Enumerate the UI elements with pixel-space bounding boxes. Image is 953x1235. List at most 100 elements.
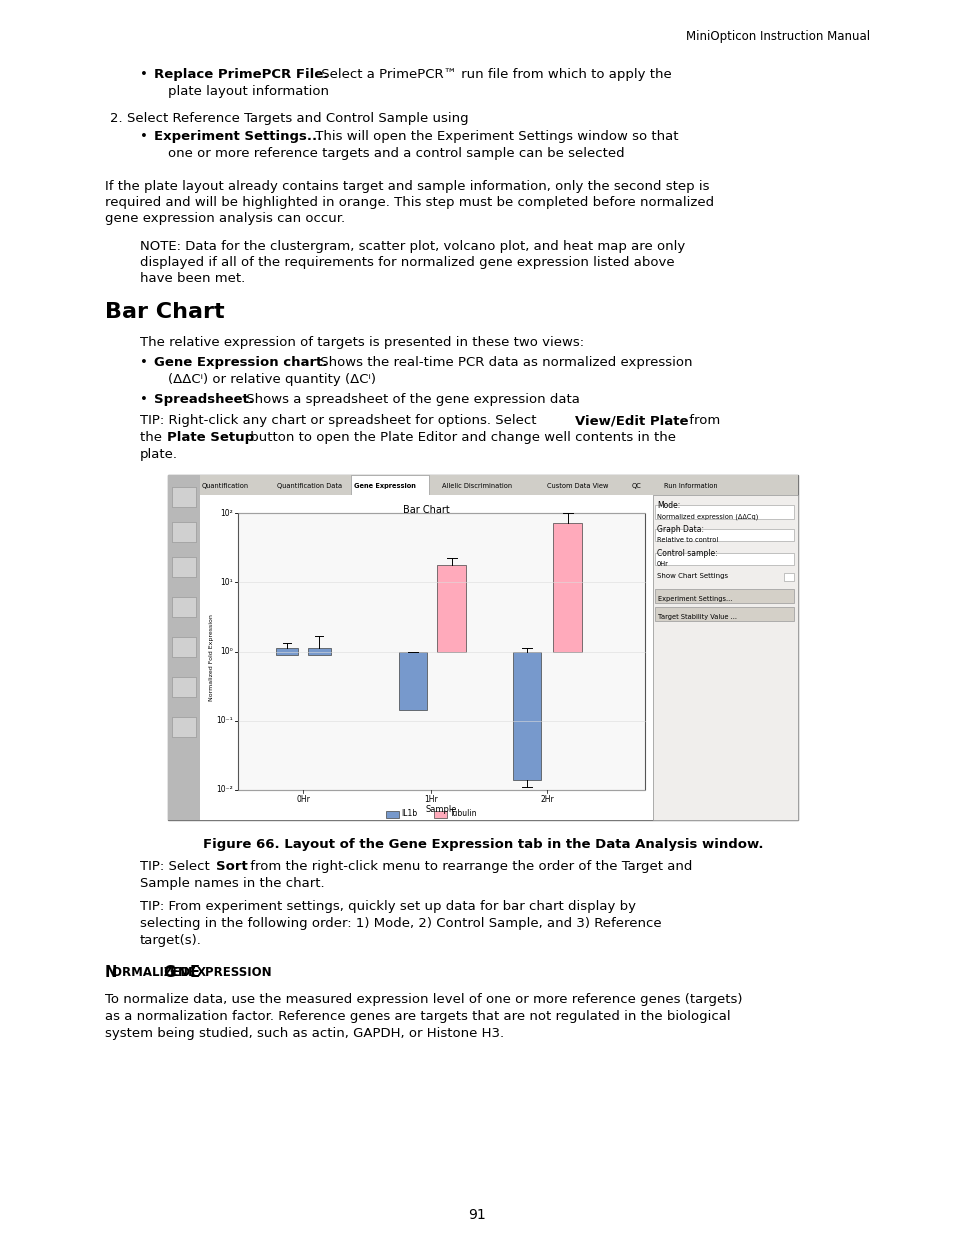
Text: the: the bbox=[140, 431, 166, 445]
Text: plate layout information: plate layout information bbox=[168, 85, 329, 98]
Text: TIP: From experiment settings, quickly set up data for bar chart display by: TIP: From experiment settings, quickly s… bbox=[140, 900, 636, 913]
Text: •: • bbox=[140, 393, 148, 406]
Text: Allelic Discrimination: Allelic Discrimination bbox=[441, 483, 512, 489]
Text: selecting in the following order: 1) Mode, 2) Control Sample, and 3) Reference: selecting in the following order: 1) Mod… bbox=[140, 918, 661, 930]
Text: Custom Data View: Custom Data View bbox=[546, 483, 608, 489]
Text: Plate Setup: Plate Setup bbox=[167, 431, 253, 445]
Text: have been met.: have been met. bbox=[140, 272, 245, 285]
Bar bbox=[783, 573, 793, 580]
Text: NOTE: Data for the clustergram, scatter plot, volcano plot, and heat map are onl: NOTE: Data for the clustergram, scatter … bbox=[140, 240, 684, 253]
Text: Quantification Data: Quantification Data bbox=[276, 483, 342, 489]
Text: G: G bbox=[163, 965, 174, 981]
Text: 0Hr: 0Hr bbox=[295, 795, 310, 804]
Text: gene expression analysis can occur.: gene expression analysis can occur. bbox=[105, 212, 345, 225]
Text: from the right-click menu to rearrange the order of the Target and: from the right-click menu to rearrange t… bbox=[246, 860, 692, 873]
Text: XPRESSION: XPRESSION bbox=[196, 967, 273, 979]
Bar bbox=[437, 564, 465, 652]
Text: QC: QC bbox=[631, 483, 641, 489]
Text: Sort: Sort bbox=[215, 860, 248, 873]
Text: Sample names in the chart.: Sample names in the chart. bbox=[140, 877, 324, 890]
Text: one or more reference targets and a control sample can be selected: one or more reference targets and a cont… bbox=[168, 147, 624, 161]
Text: Sample: Sample bbox=[425, 805, 456, 814]
Bar bbox=[172, 637, 195, 657]
Text: 91: 91 bbox=[468, 1208, 485, 1221]
Text: Bar Chart: Bar Chart bbox=[403, 505, 450, 515]
Text: 2Hr: 2Hr bbox=[540, 795, 554, 804]
Text: displayed if all of the requirements for normalized gene expression listed above: displayed if all of the requirements for… bbox=[140, 256, 674, 269]
Text: To normalize data, use the measured expression level of one or more reference ge: To normalize data, use the measured expr… bbox=[105, 993, 741, 1007]
Text: Shows a spreadsheet of the gene expression data: Shows a spreadsheet of the gene expressi… bbox=[242, 393, 579, 406]
Bar bbox=[172, 557, 195, 577]
Text: Shows the real-time PCR data as normalized expression: Shows the real-time PCR data as normaliz… bbox=[315, 356, 692, 369]
Text: If the plate layout already contains target and sample information, only the sec: If the plate layout already contains tar… bbox=[105, 180, 709, 193]
Bar bbox=[172, 522, 195, 542]
Text: Mode:: Mode: bbox=[657, 501, 679, 510]
Bar bbox=[386, 811, 399, 818]
Bar bbox=[512, 652, 540, 779]
Bar bbox=[172, 487, 195, 508]
Text: button to open the Plate Editor and change well contents in the: button to open the Plate Editor and chan… bbox=[246, 431, 676, 445]
Bar bbox=[275, 648, 297, 655]
Text: Quantification: Quantification bbox=[202, 483, 249, 489]
Text: MiniOpticon Instruction Manual: MiniOpticon Instruction Manual bbox=[685, 30, 869, 43]
Bar bbox=[200, 495, 652, 820]
Bar bbox=[172, 597, 195, 618]
Text: TIP: Right-click any chart or spreadsheet for options. Select: TIP: Right-click any chart or spreadshee… bbox=[140, 414, 540, 427]
Bar bbox=[652, 495, 797, 820]
Text: Experiment Settings...: Experiment Settings... bbox=[153, 130, 322, 143]
Text: Control sample:: Control sample: bbox=[657, 550, 717, 558]
Bar bbox=[655, 589, 793, 603]
Text: Gene Expression: Gene Expression bbox=[354, 483, 416, 489]
Text: •: • bbox=[140, 130, 148, 143]
Text: Replace PrimePCR File.: Replace PrimePCR File. bbox=[153, 68, 328, 82]
Text: required and will be highlighted in orange. This step must be completed before n: required and will be highlighted in oran… bbox=[105, 196, 714, 209]
Text: Relative to control: Relative to control bbox=[657, 537, 718, 543]
Text: IL1b: IL1b bbox=[401, 809, 417, 819]
Text: 10¹: 10¹ bbox=[220, 578, 233, 587]
Bar bbox=[172, 718, 195, 737]
Bar bbox=[655, 553, 793, 564]
Text: Bar Chart: Bar Chart bbox=[105, 303, 224, 322]
Text: E: E bbox=[190, 965, 200, 981]
Text: 10⁻²: 10⁻² bbox=[216, 785, 233, 794]
Text: as a normalization factor. Reference genes are targets that are not regulated in: as a normalization factor. Reference gen… bbox=[105, 1010, 730, 1023]
Text: Figure 66. Layout of the Gene Expression tab in the Data Analysis window.: Figure 66. Layout of the Gene Expression… bbox=[203, 839, 762, 851]
Bar bbox=[168, 475, 200, 820]
Bar bbox=[308, 648, 331, 655]
Text: 10²: 10² bbox=[220, 509, 233, 517]
Bar bbox=[172, 677, 195, 697]
Text: Normalized expression (ΔΔCq): Normalized expression (ΔΔCq) bbox=[657, 514, 758, 520]
Text: Target Stability Value ...: Target Stability Value ... bbox=[658, 614, 737, 620]
Text: Tubulin: Tubulin bbox=[449, 809, 476, 819]
Text: ORMALIZED: ORMALIZED bbox=[112, 967, 193, 979]
Text: system being studied, such as actin, GAPDH, or Histone H3.: system being studied, such as actin, GAP… bbox=[105, 1028, 503, 1040]
Text: from: from bbox=[684, 414, 720, 427]
Text: ENE: ENE bbox=[170, 967, 199, 979]
Text: plate.: plate. bbox=[140, 448, 178, 461]
Text: Gene Expression chart.: Gene Expression chart. bbox=[153, 356, 327, 369]
Text: •: • bbox=[140, 356, 148, 369]
Text: TIP: Select: TIP: Select bbox=[140, 860, 213, 873]
Text: Spreadsheet.: Spreadsheet. bbox=[153, 393, 253, 406]
Text: View/Edit Plate: View/Edit Plate bbox=[575, 414, 688, 427]
Text: The relative expression of targets is presented in these two views:: The relative expression of targets is pr… bbox=[140, 336, 583, 350]
Bar bbox=[168, 475, 797, 820]
Text: Normalized Fold Expression: Normalized Fold Expression bbox=[210, 614, 214, 701]
Text: Run Information: Run Information bbox=[663, 483, 717, 489]
Bar bbox=[398, 652, 427, 710]
Bar bbox=[200, 475, 797, 495]
Text: (ΔΔCⁱ) or relative quantity (ΔCⁱ): (ΔΔCⁱ) or relative quantity (ΔCⁱ) bbox=[168, 373, 375, 387]
Text: target(s).: target(s). bbox=[140, 934, 202, 947]
Text: 1Hr: 1Hr bbox=[424, 795, 437, 804]
Text: This will open the Experiment Settings window so that: This will open the Experiment Settings w… bbox=[311, 130, 678, 143]
Bar bbox=[237, 513, 644, 790]
Text: 10⁰: 10⁰ bbox=[220, 647, 233, 656]
Bar bbox=[655, 505, 793, 519]
Text: Show Chart Settings: Show Chart Settings bbox=[657, 573, 727, 579]
Bar bbox=[655, 529, 793, 541]
Text: Select a PrimePCR™ run file from which to apply the: Select a PrimePCR™ run file from which t… bbox=[316, 68, 671, 82]
Text: Experiment Settings...: Experiment Settings... bbox=[658, 597, 732, 601]
Text: Select Reference Targets and Control Sample using: Select Reference Targets and Control Sam… bbox=[127, 112, 468, 125]
Text: 2.: 2. bbox=[110, 112, 123, 125]
Bar bbox=[351, 475, 429, 495]
